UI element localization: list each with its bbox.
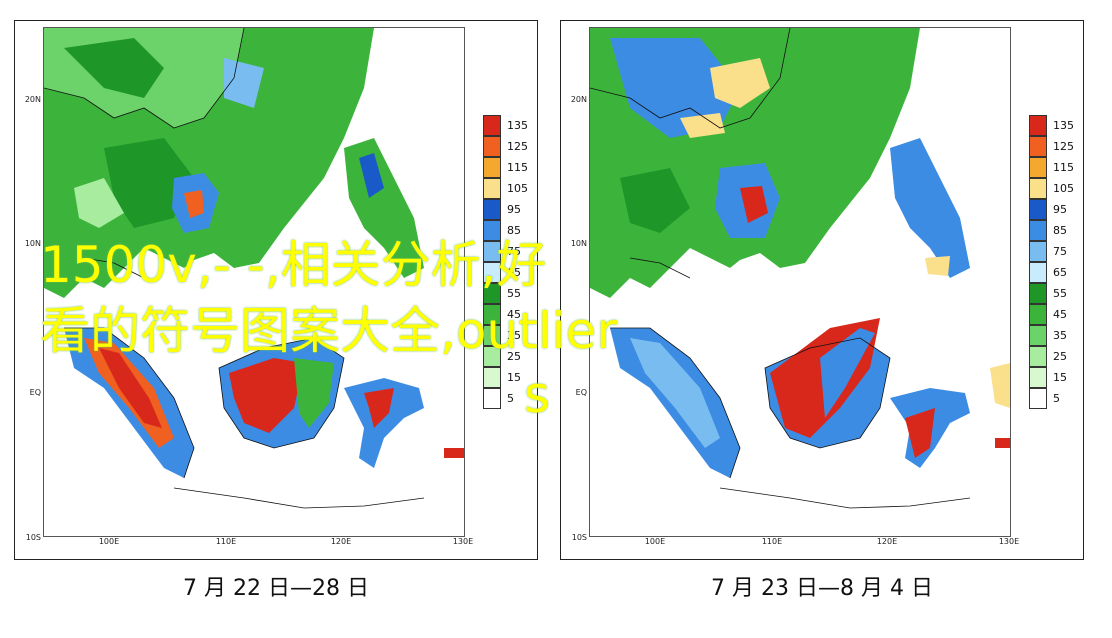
legend-label: 135 xyxy=(507,119,528,132)
legend-swatch xyxy=(483,199,501,220)
lon-tick-100e: 100E xyxy=(98,537,120,546)
legend-label: 25 xyxy=(1053,350,1067,363)
legend-label: 85 xyxy=(507,224,521,237)
map-drawing-right xyxy=(590,28,1010,509)
legend-label: 85 xyxy=(1053,224,1067,237)
legend-swatch xyxy=(1029,367,1047,388)
legend-swatch xyxy=(1029,136,1047,157)
lat-tick-eq: EQ xyxy=(575,388,587,397)
legend-label: 55 xyxy=(1053,287,1067,300)
legend-label: 5 xyxy=(507,392,514,405)
precipitation-map-left xyxy=(43,27,465,537)
legend-swatch xyxy=(483,262,501,283)
legend-swatch xyxy=(483,115,501,136)
lon-tick-130e: 130E xyxy=(998,537,1020,546)
legend-swatch xyxy=(483,157,501,178)
legend-swatch xyxy=(1029,388,1047,409)
legend-label: 125 xyxy=(507,140,528,153)
legend-label: 5 xyxy=(1053,392,1060,405)
map-panel-left: 20N 10N EQ 10S xyxy=(14,20,538,560)
legend-swatch xyxy=(1029,115,1047,136)
legend-label: 95 xyxy=(507,203,521,216)
lat-tick-10n: 10N xyxy=(570,239,587,248)
legend-label: 105 xyxy=(507,182,528,195)
legend-label: 55 xyxy=(507,287,521,300)
legend-swatch xyxy=(483,367,501,388)
legend-swatch xyxy=(483,136,501,157)
lat-tick-10s: 10S xyxy=(25,533,41,542)
legend-label: 135 xyxy=(1053,119,1074,132)
lat-tick-10n: 10N xyxy=(24,239,41,248)
legend-label: 35 xyxy=(1053,329,1067,342)
overlay-text-line-3: s xyxy=(524,366,551,424)
lon-tick-100e: 100E xyxy=(644,537,666,546)
lat-tick-10s: 10S xyxy=(571,533,587,542)
lon-tick-120e: 120E xyxy=(330,537,352,546)
lon-tick-110e: 110E xyxy=(215,537,237,546)
legend-swatch xyxy=(483,388,501,409)
lat-tick-20n: 20N xyxy=(570,95,587,104)
legend-label: 95 xyxy=(1053,203,1067,216)
legend-swatch xyxy=(1029,262,1047,283)
legend-label: 45 xyxy=(1053,308,1067,321)
legend-swatch xyxy=(1029,283,1047,304)
legend-label: 65 xyxy=(507,266,521,279)
legend-swatch xyxy=(1029,157,1047,178)
lon-tick-120e: 120E xyxy=(876,537,898,546)
legend-swatch xyxy=(483,325,501,346)
map-panel-right: 20N 10N EQ 10S xyxy=(560,20,1084,560)
legend-label: 75 xyxy=(507,245,521,258)
legend-swatch xyxy=(483,346,501,367)
lon-tick-110e: 110E xyxy=(761,537,783,546)
legend-swatch xyxy=(1029,346,1047,367)
caption-right: 7 月 23 日—8 月 4 日 xyxy=(711,576,933,601)
legend-swatch xyxy=(1029,178,1047,199)
legend-label: 115 xyxy=(507,161,528,174)
legend-swatch xyxy=(1029,304,1047,325)
legend-swatch xyxy=(1029,241,1047,262)
overlay-text-line-2: 看的符号图案大全,outlier xyxy=(40,302,617,360)
overlay-text-line-1: 1500v,- -,相关分析,好 xyxy=(40,236,547,294)
legend-label: 75 xyxy=(1053,245,1067,258)
legend-swatch xyxy=(1029,220,1047,241)
legend-swatch xyxy=(483,304,501,325)
legend-label: 25 xyxy=(507,350,521,363)
legend-label: 15 xyxy=(507,371,521,384)
legend-swatch xyxy=(483,241,501,262)
legend-swatch xyxy=(483,220,501,241)
lat-tick-20n: 20N xyxy=(24,95,41,104)
legend-label: 115 xyxy=(1053,161,1074,174)
caption-left: 7 月 22 日—28 日 xyxy=(183,576,369,601)
legend-swatch xyxy=(1029,325,1047,346)
legend-label: 105 xyxy=(1053,182,1074,195)
map-drawing-left xyxy=(44,28,464,509)
legend-label: 15 xyxy=(1053,371,1067,384)
precipitation-map-right xyxy=(589,27,1011,537)
lon-tick-130e: 130E xyxy=(452,537,474,546)
legend-label: 35 xyxy=(507,329,521,342)
legend-label: 125 xyxy=(1053,140,1074,153)
legend-label: 45 xyxy=(507,308,521,321)
legend-swatch xyxy=(1029,199,1047,220)
legend-swatch xyxy=(483,283,501,304)
legend-label: 65 xyxy=(1053,266,1067,279)
lat-tick-eq: EQ xyxy=(29,388,41,397)
legend-swatch xyxy=(483,178,501,199)
